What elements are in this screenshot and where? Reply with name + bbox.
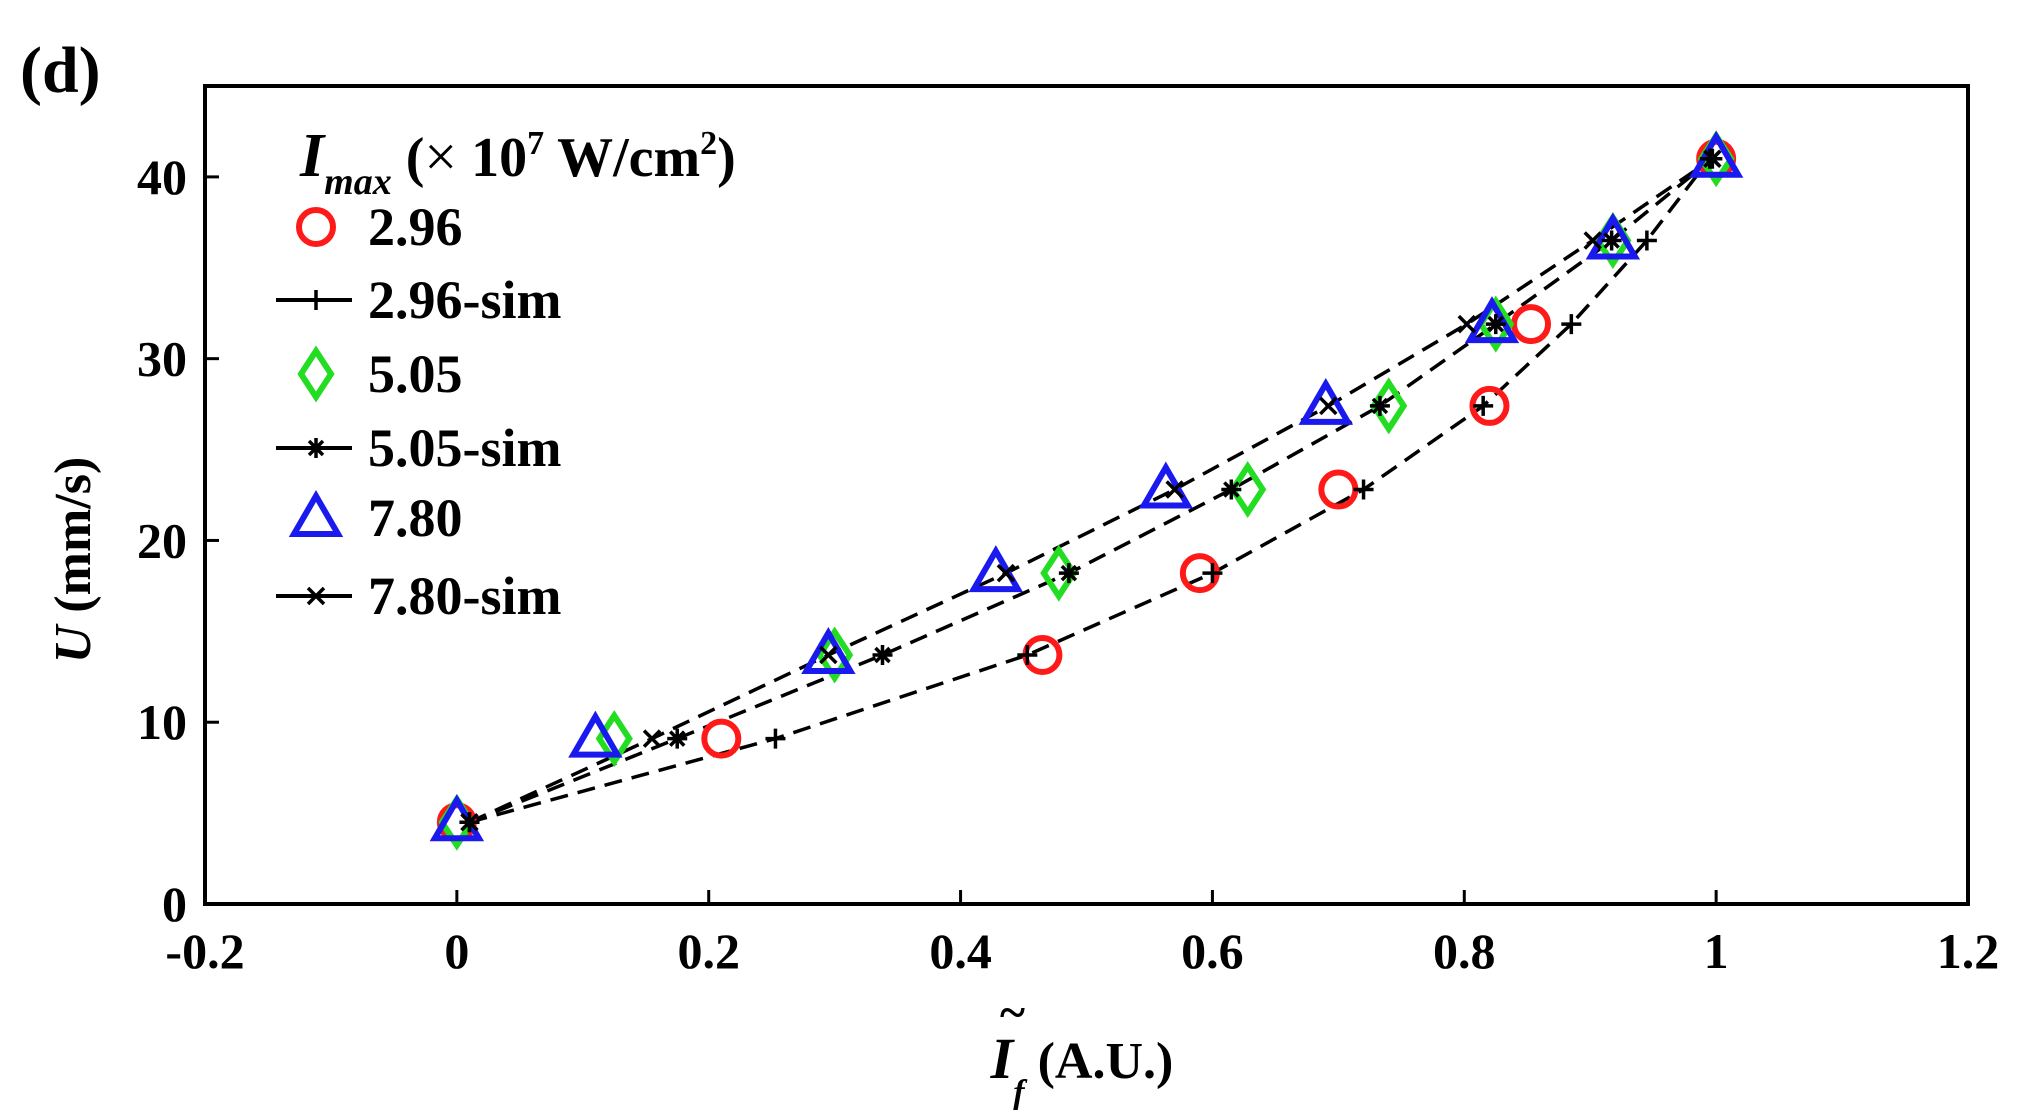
legend-marker xyxy=(297,345,335,403)
series-7.80-sim xyxy=(460,149,1722,832)
legend-marker xyxy=(288,490,344,537)
data-point-2.96-sim xyxy=(765,728,786,749)
data-point-5.05-sim xyxy=(872,644,893,665)
y-tick-label: 0 xyxy=(162,876,187,932)
data-point-2.96-sim xyxy=(1353,479,1374,500)
series-5.05-sim xyxy=(459,148,1723,833)
data-point-7.80-sim xyxy=(996,563,1016,583)
x-tick-label: 0.6 xyxy=(1181,923,1244,979)
series-2.96-sim xyxy=(459,148,1720,833)
data-point-5.05-sim xyxy=(1485,314,1506,335)
plot-area-frame xyxy=(203,84,1970,906)
legend-entry-5.05-sim: 5.05-sim xyxy=(276,418,562,478)
data-point-2.96-sim xyxy=(1561,314,1582,335)
data-point-5.05-sim xyxy=(1058,563,1079,584)
y-tick-label: 30 xyxy=(137,331,187,387)
x-axis: -0.2 0 0.2 0.4 0.6 0.8 1 1.2 xyxy=(165,890,1999,979)
legend-title: Imax (× 107 W/cm2) xyxy=(299,122,736,203)
data-point-7.80-sim xyxy=(1703,149,1722,168)
legend-label: 7.80-sim xyxy=(368,566,562,626)
legend: Imax (× 107 W/cm2) 2.96 2.96-sim 5.05 5.05-… xyxy=(276,122,736,626)
x-tick-label: 0.4 xyxy=(929,923,992,979)
data-point-7.80-sim xyxy=(1457,314,1477,334)
series-2.96 xyxy=(436,138,1737,843)
x-tick-label: 1.2 xyxy=(1937,923,2000,979)
legend-label: 7.80 xyxy=(368,488,463,548)
x-tick-label: 0.2 xyxy=(677,923,740,979)
data-point-7.80 xyxy=(568,710,623,758)
data-point-2.96-sim xyxy=(1473,395,1494,416)
data-point-2.96 xyxy=(1511,304,1552,345)
data-point-2.96-sim xyxy=(1636,230,1657,251)
x-axis-label: If (A.U.) xyxy=(990,1026,1174,1111)
legend-label: 2.96-sim xyxy=(368,270,562,330)
sim-curve-7.80-sim xyxy=(468,157,1714,824)
data-point-7.80 xyxy=(1585,212,1641,260)
data-point-2.96 xyxy=(1469,385,1510,426)
legend-entry-7.80: 7.80 xyxy=(288,488,463,548)
legend-entry-2.96-sim: 2.96-sim xyxy=(276,270,562,330)
legend-entry-2.96: 2.96 xyxy=(296,197,463,257)
data-point-5.05 xyxy=(1229,461,1267,519)
data-point-2.96-sim xyxy=(1202,563,1223,584)
data-point-7.80 xyxy=(801,626,856,674)
data-point-7.80-sim xyxy=(460,812,479,832)
y-tick-label: 10 xyxy=(137,694,187,750)
data-point-5.05-sim xyxy=(1601,230,1622,251)
legend-label: 2.96 xyxy=(368,197,463,257)
data-point-7.80-sim xyxy=(1583,231,1602,250)
panel-label: (d) xyxy=(20,34,101,107)
x-tick-label: 0 xyxy=(444,923,469,979)
data-point-5.05-sim xyxy=(1221,479,1242,500)
y-tick-label: 20 xyxy=(137,512,187,568)
data-point-7.80-sim xyxy=(1165,480,1184,499)
legend-label: 5.05-sim xyxy=(368,418,562,478)
data-point-7.80 xyxy=(1298,377,1353,425)
legend-marker xyxy=(296,207,336,247)
legend-marker xyxy=(306,586,326,606)
data-point-7.80-sim xyxy=(819,645,838,665)
series-7.80 xyxy=(429,130,1744,842)
legend-label: 5.05 xyxy=(368,344,463,404)
legend-entry-5.05: 5.05 xyxy=(297,344,463,404)
sim-curve-2.96-sim xyxy=(469,157,1712,824)
legend-entries: 2.96 2.96-sim 5.05 5.05-sim 7.80 7.80-sim xyxy=(276,197,562,626)
y-tick-label: 40 xyxy=(137,149,187,205)
data-point-2.96-sim xyxy=(1017,644,1038,665)
legend-marker xyxy=(306,290,326,310)
y-axis: 0 10 20 30 40 xyxy=(137,149,219,932)
x-axis-label-tilde: ~ xyxy=(1000,986,1025,1039)
data-point-7.80-sim xyxy=(642,729,662,748)
sim-curve-5.05-sim xyxy=(468,157,1714,824)
data-point-2.96 xyxy=(701,718,742,759)
data-markers xyxy=(429,130,1744,851)
data-point-7.80 xyxy=(1688,130,1744,178)
data-point-7.80 xyxy=(1464,296,1520,344)
x-tick-label: -0.2 xyxy=(165,923,244,979)
legend-marker xyxy=(306,438,326,458)
data-point-7.80-sim xyxy=(1319,396,1338,416)
x-tick-label: 0.8 xyxy=(1433,923,1496,979)
data-point-5.05-sim xyxy=(1369,395,1390,416)
legend-entry-7.80-sim: 7.80-sim xyxy=(276,566,562,626)
series-5.05 xyxy=(438,130,1735,851)
data-point-5.05-sim xyxy=(667,728,688,749)
sim-curves xyxy=(468,157,1714,824)
y-axis-label: U (mm/s) xyxy=(45,457,102,664)
data-point-5.05 xyxy=(816,626,854,684)
x-tick-label: 1 xyxy=(1704,923,1729,979)
